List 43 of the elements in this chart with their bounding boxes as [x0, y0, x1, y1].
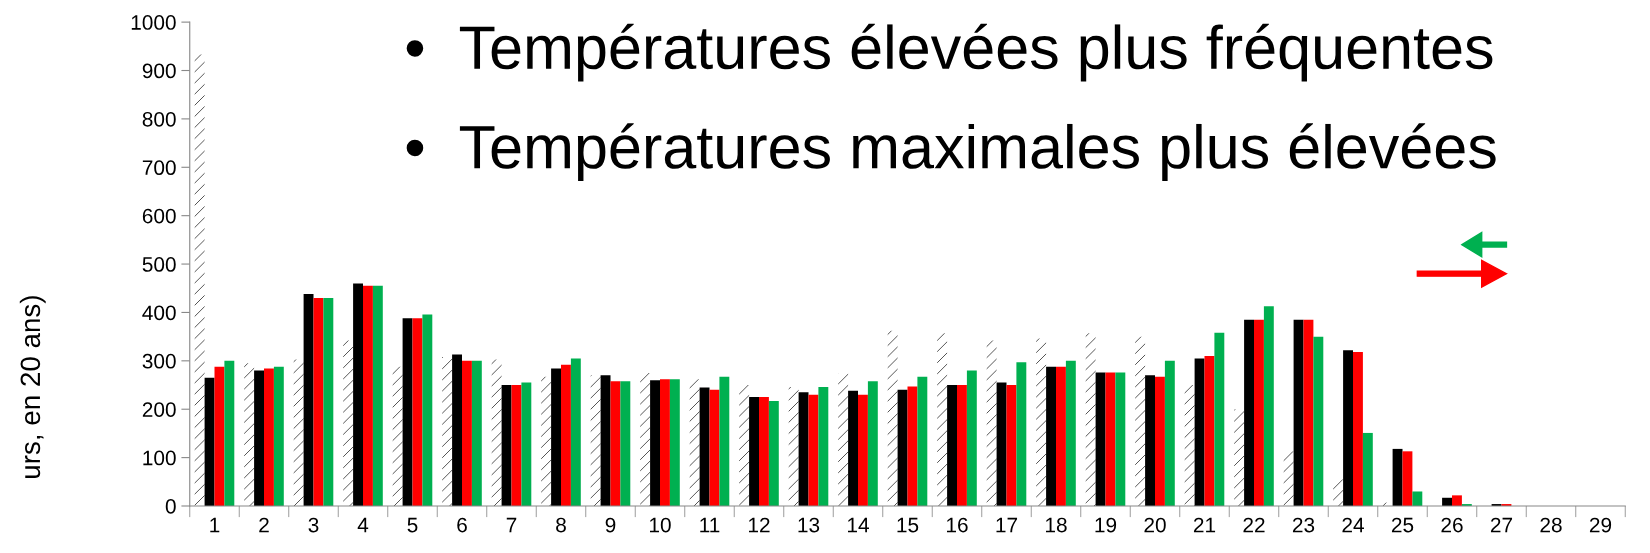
x-tick-label: 7 — [506, 517, 517, 533]
y-tick-label: 200 — [142, 402, 176, 417]
x-tick-label: 23 — [1292, 517, 1315, 533]
x-tick-label: 27 — [1490, 517, 1513, 533]
y-tick-label: 900 — [142, 63, 176, 79]
y-tick-label: 400 — [142, 305, 176, 321]
y-tick-label: 500 — [142, 257, 176, 272]
x-tick-label: 6 — [457, 517, 467, 533]
y-tick-label: 1000 — [131, 15, 176, 30]
x-tick-label: 9 — [605, 517, 616, 533]
x-tick-label: 8 — [556, 517, 566, 533]
y-tick-label: 0 — [165, 499, 176, 514]
y-tick-label: 800 — [142, 111, 176, 127]
x-tick-label: 12 — [749, 517, 770, 533]
x-tick-label: 1 — [210, 517, 220, 533]
x-tick-label: 13 — [798, 517, 820, 533]
annotation: • Températures élevées plus fréquentes — [406, 23, 1493, 82]
x-tick-label: 26 — [1441, 517, 1463, 533]
x-tick-label: 3 — [308, 517, 319, 533]
x-tick-label: 15 — [897, 517, 919, 533]
y-axis-title: urs, en 20 ans) — [19, 296, 46, 478]
x-tick-label: 24 — [1342, 517, 1364, 533]
y-tick-label: 100 — [143, 450, 176, 466]
x-tick-label: 10 — [650, 517, 671, 533]
x-tick-label: 11 — [700, 517, 720, 533]
x-tick-label: 4 — [357, 517, 369, 533]
x-tick-label: 29 — [1589, 517, 1612, 533]
x-tick-label: 18 — [1046, 517, 1067, 533]
x-tick-label: 2 — [259, 517, 269, 533]
x-tick-label: 19 — [1095, 517, 1117, 533]
x-tick-label: 28 — [1540, 517, 1562, 533]
annotation: • Températures maximales plus élevées — [406, 123, 1496, 181]
x-tick-label: 17 — [996, 517, 1018, 533]
y-tick-label: 600 — [142, 208, 176, 224]
x-tick-label: 20 — [1144, 517, 1166, 533]
y-tick-label: 700 — [142, 160, 176, 176]
x-tick-label: 22 — [1243, 517, 1265, 533]
x-tick-label: 5 — [407, 517, 418, 533]
x-tick-label: 21 — [1193, 517, 1216, 533]
y-tick-label: 300 — [142, 353, 176, 369]
x-tick-label: 25 — [1391, 517, 1414, 533]
x-tick-label: 16 — [947, 517, 968, 533]
x-tick-label: 14 — [848, 517, 869, 533]
